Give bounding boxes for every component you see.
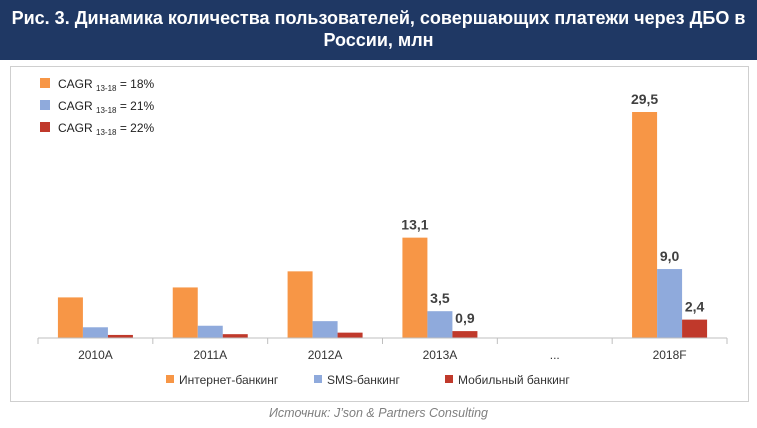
- bar: [632, 112, 658, 338]
- x-tick-label: 2012A: [308, 348, 343, 362]
- legend-swatch: [166, 375, 174, 383]
- bar: [197, 325, 223, 338]
- legend-label: Мобильный банкинг: [458, 373, 570, 387]
- cagr-swatch: [40, 100, 50, 110]
- bars: [57, 112, 708, 338]
- data-label: 3,5: [430, 290, 450, 306]
- data-label: 29,5: [631, 91, 658, 107]
- cagr-swatch: [40, 122, 50, 132]
- legend-swatch: [445, 375, 453, 383]
- bar: [312, 321, 338, 338]
- x-tick-label: 2010A: [78, 348, 113, 362]
- data-label: 13,1: [401, 217, 428, 233]
- bar: [82, 327, 108, 338]
- data-label: 2,4: [685, 299, 705, 315]
- bar: [57, 297, 83, 338]
- bar: [682, 319, 708, 338]
- x-tick-label: ...: [550, 348, 560, 362]
- cagr-swatch: [40, 78, 50, 88]
- cagr-notes: CAGR 13-18 = 18% CAGR 13-18 = 21% CAGR 13-…: [40, 77, 155, 137]
- bar: [657, 269, 683, 338]
- legend-swatch: [314, 375, 322, 383]
- source-note: Источник: J’son & Partners Consulting: [268, 406, 489, 420]
- legend-label: Интернет-банкинг: [179, 373, 279, 387]
- legend: Интернет-банкинг SMS-банкинг Мобильный бан…: [166, 373, 570, 387]
- chart-frame: [10, 66, 749, 402]
- cagr-label: CAGR 13-18 = 22%: [58, 121, 155, 137]
- x-tick-label: 2018F: [653, 348, 687, 362]
- chart-title: Рис. 3. Динамика количества пользователе…: [11, 8, 746, 50]
- bar: [287, 271, 313, 338]
- title-bar: Рис. 3. Динамика количества пользователе…: [0, 0, 757, 60]
- bar: [452, 331, 478, 338]
- cagr-label: CAGR 13-18 = 18%: [58, 77, 155, 93]
- data-label: 9,0: [660, 248, 680, 264]
- bar: [107, 334, 133, 338]
- bar: [222, 334, 248, 338]
- bar: [427, 311, 453, 338]
- legend-label: SMS-банкинг: [327, 373, 400, 387]
- x-tick-label: 2011A: [193, 348, 227, 362]
- x-tick-label: 2013A: [423, 348, 458, 362]
- value-labels: 13,1 3,5 0,9 29,5 9,0 2,4: [401, 91, 704, 326]
- bar: [402, 237, 428, 338]
- data-label: 0,9: [455, 310, 475, 326]
- bar: [337, 332, 363, 338]
- x-axis: 2010A 2011A 2012A 2013A... 2018F: [37, 337, 728, 362]
- bar: [172, 287, 198, 338]
- cagr-label: CAGR 13-18 = 21%: [58, 99, 155, 115]
